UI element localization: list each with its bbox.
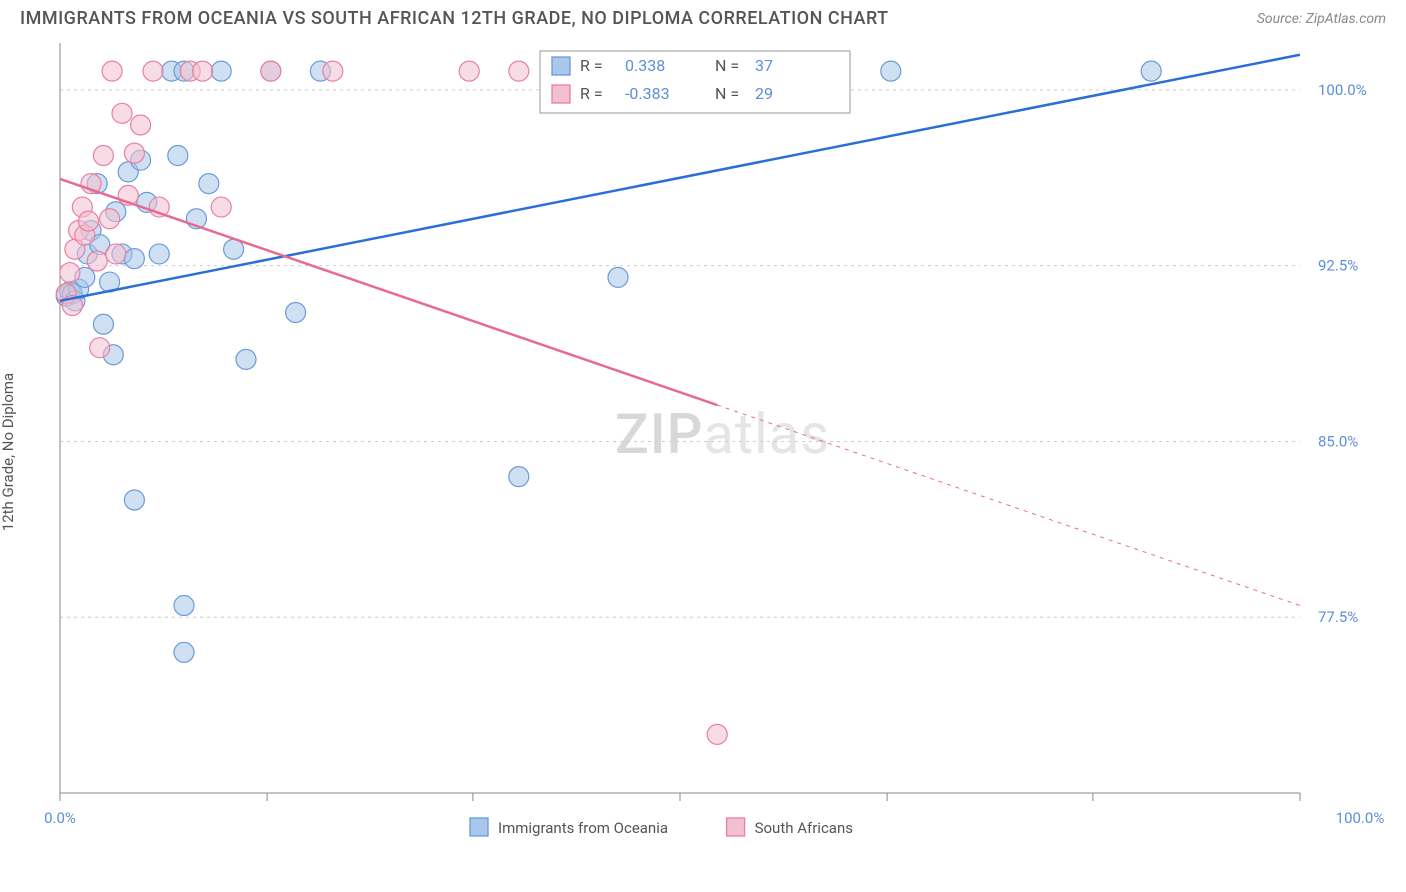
legend-n-value: 37	[755, 56, 773, 75]
legend-n-label: N =	[715, 56, 739, 75]
legend-n-value: 29	[755, 84, 773, 103]
data-point	[100, 209, 120, 229]
legend-swatch	[552, 57, 570, 75]
data-point	[211, 61, 231, 81]
y-tick-label: 85.0%	[1318, 432, 1358, 450]
data-point	[261, 61, 281, 81]
data-point	[143, 61, 163, 81]
data-point	[60, 263, 80, 283]
data-point	[124, 143, 144, 163]
scatter-chart: ZIPatlas 77.5% 85.0% 92.5% 100.0% 0.0% 100.0% R…	[0, 33, 1406, 853]
data-point	[881, 61, 901, 81]
data-point	[90, 338, 110, 358]
data-point	[93, 146, 113, 166]
legend-swatch	[727, 818, 745, 836]
data-point	[608, 267, 628, 287]
data-point	[236, 349, 256, 369]
data-point	[106, 244, 126, 264]
y-tick-label: 100.0%	[1318, 81, 1367, 99]
chart-title: IMMIGRANTS FROM OCEANIA VS SOUTH AFRICAN…	[20, 8, 889, 29]
data-point	[102, 61, 122, 81]
y-axis-label: 12th Grade, No Diploma	[0, 373, 17, 531]
data-point	[211, 197, 231, 217]
data-point	[174, 596, 194, 616]
data-point	[286, 303, 306, 323]
chart-header: IMMIGRANTS FROM OCEANIA VS SOUTH AFRICAN…	[0, 0, 1406, 33]
data-point	[459, 61, 479, 81]
legend-r-value: 0.338	[625, 56, 665, 75]
data-point	[87, 251, 107, 271]
legend-swatch	[470, 818, 488, 836]
data-point	[1141, 61, 1161, 81]
x-tick-label: 100.0%	[1336, 809, 1385, 827]
data-point	[131, 115, 151, 135]
legend-swatch	[552, 85, 570, 103]
legend-r-label: R =	[580, 56, 603, 75]
trend-line	[60, 179, 717, 405]
watermark: ZIPatlas	[615, 401, 830, 467]
chart-container: 12th Grade, No Diploma ZIPatlas 77.5% 85.0…	[0, 33, 1406, 853]
data-point	[323, 61, 343, 81]
legend-r-value: -0.383	[625, 84, 670, 103]
y-tick-label: 92.5%	[1318, 257, 1358, 275]
data-point	[79, 211, 99, 231]
data-point	[509, 467, 529, 487]
data-point	[707, 724, 727, 744]
x-tick-label: 0.0%	[44, 809, 76, 827]
legend-series-label: Immigrants from Oceania	[498, 819, 668, 837]
data-point	[149, 244, 169, 264]
data-point	[112, 103, 132, 123]
legend-series-label: South Africans	[755, 819, 853, 837]
data-point	[199, 174, 219, 194]
data-point	[193, 61, 213, 81]
y-tick-label: 77.5%	[1318, 608, 1358, 626]
chart-source: Source: ZipAtlas.com	[1257, 11, 1386, 27]
data-point	[168, 146, 188, 166]
data-point	[174, 642, 194, 662]
data-point	[124, 490, 144, 510]
data-point	[509, 61, 529, 81]
data-point	[93, 314, 113, 334]
legend-r-label: R =	[580, 84, 603, 103]
data-point	[124, 249, 144, 269]
trend-line-extrapolated	[717, 405, 1300, 605]
legend-n-label: N =	[715, 84, 739, 103]
